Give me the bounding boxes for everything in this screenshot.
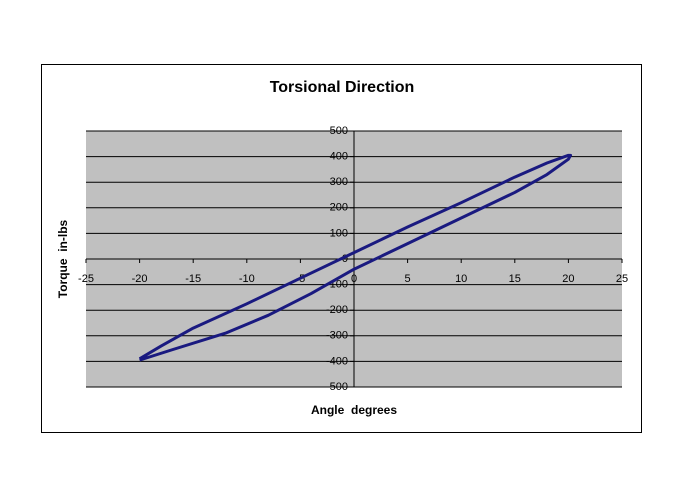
x-tick-label: -10 bbox=[239, 273, 255, 285]
y-tick-label: 200 bbox=[330, 202, 348, 214]
x-tick-label: 25 bbox=[616, 273, 628, 285]
chart-title: Torsional Direction bbox=[270, 79, 415, 96]
x-tick-label: -15 bbox=[185, 273, 201, 285]
y-tick-label: -500 bbox=[326, 381, 348, 393]
y-tick-label: -400 bbox=[326, 355, 348, 367]
y-tick-label: 500 bbox=[330, 125, 348, 137]
data-line bbox=[138, 153, 573, 362]
x-tick-label: 10 bbox=[455, 273, 467, 285]
y-tick-label: -200 bbox=[326, 304, 348, 316]
y-tick-label: -300 bbox=[326, 330, 348, 342]
x-tick-label: 20 bbox=[562, 273, 574, 285]
y-tick-label: 100 bbox=[330, 227, 348, 239]
y-tick-label: 300 bbox=[330, 176, 348, 188]
y-tick-label: 400 bbox=[330, 151, 348, 163]
x-tick-label: -25 bbox=[78, 273, 94, 285]
x-tick-label: 5 bbox=[405, 273, 411, 285]
x-tick-label: -20 bbox=[132, 273, 148, 285]
x-tick-label: 15 bbox=[509, 273, 521, 285]
x-axis-title: Angle degrees bbox=[311, 403, 397, 417]
y-axis-title: Torque in-lbs bbox=[56, 219, 70, 298]
